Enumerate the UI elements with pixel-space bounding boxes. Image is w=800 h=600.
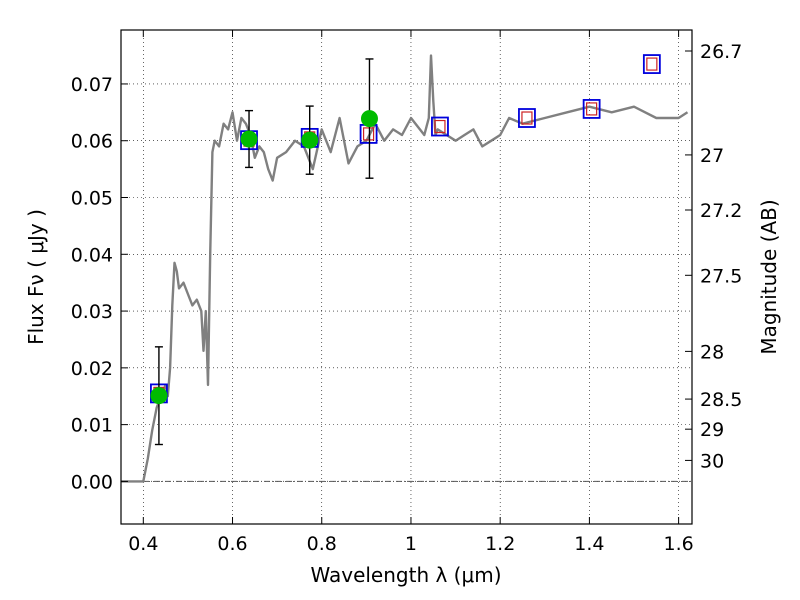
y2-tick-label: 29 (700, 419, 724, 441)
model-box-marker (582, 99, 601, 119)
photometry-point (301, 131, 319, 149)
model-inner-marker (362, 127, 375, 141)
x-tick-label: 0.8 (307, 533, 337, 555)
x-tick-label: 1.6 (664, 533, 694, 555)
photometry-point (240, 130, 258, 148)
y-tick-label: 0.03 (71, 301, 113, 323)
x-tick-label: 0.6 (217, 533, 247, 555)
y2-tick-label: 30 (700, 450, 724, 472)
y-axis-ticks: 0.00 0.01 0.02 0.03 0.04 0.05 0.06 0.07 (71, 74, 128, 493)
plot-background (121, 30, 692, 524)
y2-tick-label: 27.2 (700, 200, 742, 222)
y-tick-label: 0.05 (71, 188, 113, 210)
y-tick-label: 0.00 (71, 471, 113, 493)
x-axis-label: Wavelength λ (μm) (310, 563, 501, 587)
model-inner-marker (646, 57, 658, 71)
y-axis-label: Flux Fν ( μJy ) (24, 209, 48, 345)
y2-tick-label: 28 (700, 341, 724, 363)
spectrum-line (121, 54, 689, 483)
y2-tick-label: 27.5 (700, 265, 742, 287)
photometry-point (150, 387, 168, 405)
x-tick-label: 1.4 (574, 533, 604, 555)
y-tick-label: 0.02 (71, 358, 113, 380)
y-tick-label: 0.01 (71, 415, 113, 437)
photometry-series (150, 58, 378, 446)
model-box-marker (642, 54, 661, 74)
x-tick-label: 1.2 (485, 533, 515, 555)
model-inner-marker (586, 102, 598, 116)
model-inner-marker (521, 111, 533, 125)
model-inner-marker (434, 119, 446, 134)
plot-frame (120, 29, 693, 525)
x-tick-label: 0.4 (128, 533, 158, 555)
y-tick-label: 0.06 (71, 131, 113, 153)
y2-tick-label: 27 (700, 145, 724, 167)
model-box-marker (518, 108, 536, 128)
y-tick-label: 0.04 (71, 244, 113, 266)
photometry-point (360, 110, 378, 128)
y2-tick-label: 26.7 (700, 41, 742, 63)
model-box-marker (431, 116, 449, 137)
spectrum-series (121, 54, 689, 483)
x-axis-ticks: 0.4 0.6 0.8 1 1.2 1.4 1.6 (128, 30, 694, 555)
x-tick-label: 1 (405, 533, 417, 555)
y2-tick-label: 28.5 (700, 389, 742, 411)
y-tick-label: 0.07 (71, 74, 113, 96)
y2-axis-label: Magnitude (AB) (757, 199, 781, 354)
y2-axis-ticks: 26.7 27 27.2 27.5 28 28.5 29 30 (685, 41, 742, 472)
